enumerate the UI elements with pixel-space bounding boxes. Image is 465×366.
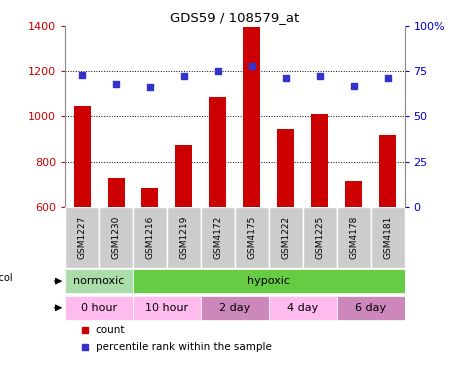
FancyBboxPatch shape <box>65 296 133 320</box>
Bar <box>107 178 125 207</box>
Text: GSM4181: GSM4181 <box>383 216 392 259</box>
Text: GSM4172: GSM4172 <box>213 216 222 259</box>
Text: hypoxic: hypoxic <box>247 276 290 286</box>
FancyBboxPatch shape <box>269 207 303 268</box>
Bar <box>379 135 396 207</box>
Text: GSM1227: GSM1227 <box>78 216 86 259</box>
FancyBboxPatch shape <box>303 207 337 268</box>
Point <box>180 74 187 79</box>
Point <box>248 63 256 68</box>
Text: 0 hour: 0 hour <box>81 303 117 313</box>
Text: GSM1216: GSM1216 <box>146 216 154 259</box>
Point <box>146 85 153 90</box>
Text: 10 hour: 10 hour <box>146 303 188 313</box>
Point <box>214 68 222 74</box>
Point <box>282 75 289 81</box>
Bar <box>277 129 294 207</box>
Point <box>78 72 86 78</box>
FancyBboxPatch shape <box>337 207 371 268</box>
FancyBboxPatch shape <box>99 207 133 268</box>
Bar <box>243 27 260 207</box>
Point <box>113 81 120 87</box>
Text: count: count <box>96 325 125 335</box>
Text: GSM4175: GSM4175 <box>247 216 256 259</box>
FancyBboxPatch shape <box>65 207 99 268</box>
FancyBboxPatch shape <box>133 207 167 268</box>
Text: GSM1230: GSM1230 <box>112 216 120 259</box>
Bar <box>345 181 362 207</box>
Bar <box>141 188 159 207</box>
Text: 6 day: 6 day <box>355 303 386 313</box>
Text: 2 day: 2 day <box>219 303 251 313</box>
Bar <box>175 145 193 207</box>
FancyBboxPatch shape <box>337 296 405 320</box>
FancyBboxPatch shape <box>371 207 405 268</box>
Point <box>384 75 392 81</box>
FancyBboxPatch shape <box>201 296 269 320</box>
Point <box>316 74 324 79</box>
Text: protocol: protocol <box>0 273 13 284</box>
Title: GDS59 / 108579_at: GDS59 / 108579_at <box>170 11 299 25</box>
FancyBboxPatch shape <box>201 207 235 268</box>
Text: percentile rank within the sample: percentile rank within the sample <box>96 341 272 351</box>
FancyBboxPatch shape <box>133 296 201 320</box>
FancyBboxPatch shape <box>235 207 269 268</box>
Text: GSM4178: GSM4178 <box>349 216 358 259</box>
Text: normoxic: normoxic <box>73 276 125 286</box>
Text: GSM1222: GSM1222 <box>281 216 290 259</box>
Bar <box>209 97 226 207</box>
Bar <box>311 114 328 207</box>
Bar <box>73 106 91 207</box>
FancyBboxPatch shape <box>167 207 201 268</box>
Text: GSM1219: GSM1219 <box>179 216 188 259</box>
Text: 4 day: 4 day <box>287 303 319 313</box>
Text: GSM1225: GSM1225 <box>315 216 324 259</box>
FancyBboxPatch shape <box>65 269 133 293</box>
Point <box>350 83 357 89</box>
FancyBboxPatch shape <box>269 296 337 320</box>
FancyBboxPatch shape <box>133 269 405 293</box>
